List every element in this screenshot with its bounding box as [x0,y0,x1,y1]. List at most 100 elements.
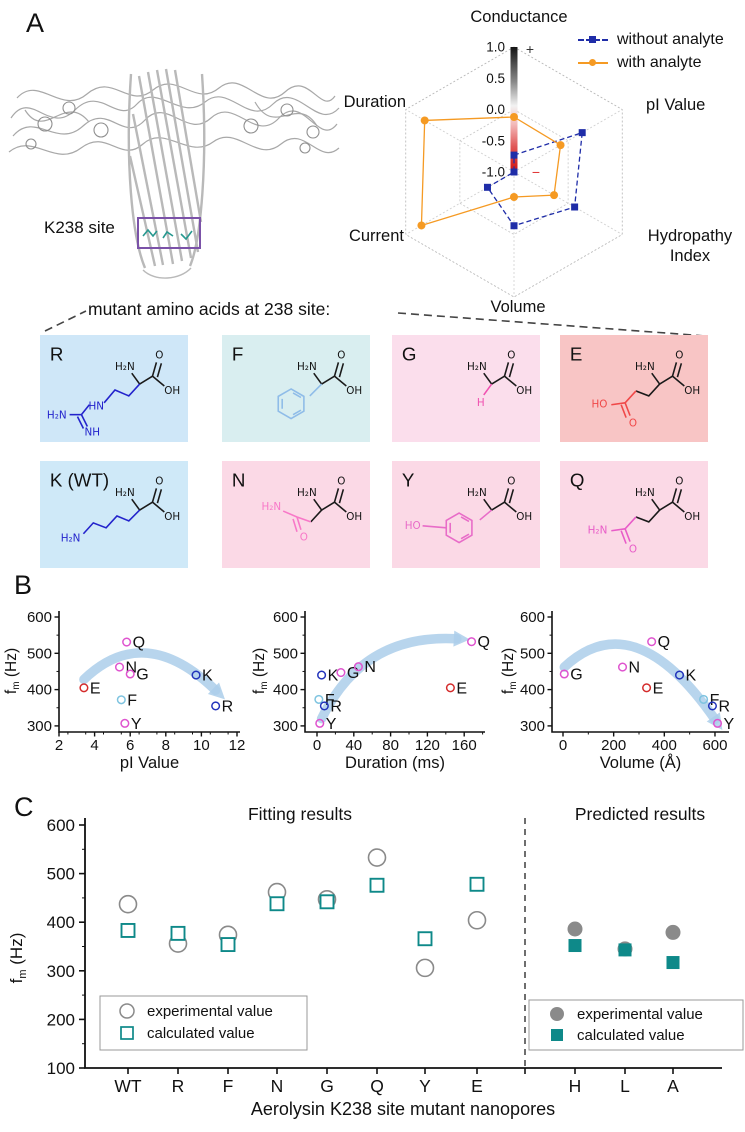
svg-text:600: 600 [47,816,75,835]
point-N [617,662,628,672]
svg-text:Fitting results: Fitting results [248,804,352,824]
svg-text:400: 400 [47,913,75,932]
svg-text:O: O [629,417,637,429]
svg-text:200: 200 [47,1010,75,1029]
trend-arrow [559,639,720,725]
point-F [699,694,709,704]
calc-H [568,939,582,953]
side-chain [611,516,637,544]
card-letter: R [50,343,64,364]
svg-text:200: 200 [601,737,626,754]
panel-b-label: B [14,570,33,600]
point-K [191,670,201,680]
svg-text:-0.5: -0.5 [482,133,505,148]
card-arginine: R H₂N O OH HN H₂N NH [40,335,188,442]
k238-site-box [137,217,201,249]
svg-text:O: O [155,349,163,361]
svg-text:0.0: 0.0 [486,102,505,117]
card-letter: Y [402,469,415,490]
svg-text:300: 300 [27,718,52,735]
svg-text:400: 400 [27,682,52,699]
svg-text:Conductance: Conductance [470,8,567,26]
card-letter: Q [570,469,585,490]
side-chain [277,383,323,420]
point-E [79,683,89,693]
scatter-volume: 300 400 500 600 0 200 400 600 Volume (Å) fm (Hz) G… [500,609,735,772]
svg-text:Aerolysin K238 site mutant nan: Aerolysin K238 site mutant nanopores [251,1099,555,1119]
svg-text:H₂N: H₂N [47,410,67,422]
point-Y [712,718,723,728]
svg-text:fm (Hz): fm (Hz) [3,648,22,694]
point-G [559,669,569,679]
svg-text:F: F [710,692,720,709]
panel-a-label: A [26,8,45,38]
card-asparagine: N H₂N O OH H₂N O [222,461,370,568]
point-N [114,662,125,672]
card-letter: N [232,469,246,490]
exp-A [665,924,681,940]
svg-text:Q: Q [370,1076,384,1096]
svg-text:G: G [347,665,359,682]
svg-text:8: 8 [162,737,170,754]
point-K [674,670,685,680]
calc-L [618,943,632,957]
svg-text:H₂N: H₂N [467,487,487,499]
svg-text:pI Value: pI Value [120,754,179,772]
svg-text:6: 6 [126,737,134,754]
svg-text:fm (Hz): fm (Hz) [251,648,270,694]
exp-E [467,910,487,930]
without-analyte-marker-icon [578,34,608,46]
point-N [353,662,363,672]
svg-text:160: 160 [452,737,477,754]
point-E [642,683,652,693]
exp-Y [415,958,435,978]
svg-text:F: F [223,1076,234,1096]
point-G [125,669,135,679]
card-letter: F [232,343,243,364]
svg-text:H₂N: H₂N [588,525,608,537]
svg-text:600: 600 [520,609,545,626]
panel-c-label: C [14,792,34,822]
svg-text:600: 600 [702,737,727,754]
side-chain [82,509,141,535]
svg-text:Q: Q [658,634,670,651]
svg-text:Q: Q [133,635,145,652]
svg-text:R: R [330,698,342,715]
radar-chart: 1.0 0.5 0.0 -0.5 -1.0 + − Conductance pI Value Hy… [344,8,733,316]
svg-text:Q: Q [478,634,490,651]
legend-label: without analyte [617,31,724,48]
svg-text:Y: Y [326,716,337,733]
svg-text:H₂N: H₂N [297,487,317,499]
svg-text:−: − [532,164,540,180]
point-Y [120,718,130,728]
protein-helices [25,101,320,154]
protein-structure [8,68,340,279]
svg-text:K: K [686,668,697,685]
svg-text:600: 600 [27,609,52,626]
svg-text:O: O [155,475,163,487]
point-F [314,694,324,704]
svg-text:L: L [620,1076,630,1096]
svg-text:Volume: Volume [490,298,545,316]
svg-text:O: O [337,349,345,361]
side-chain [611,390,637,418]
svg-text:G: G [136,666,148,683]
svg-text:WT: WT [114,1076,142,1096]
svg-text:40: 40 [345,737,362,754]
svg-text:calculated value: calculated value [147,1025,255,1042]
trend-arrow-head [453,630,470,647]
svg-text:Duration: Duration [344,93,406,111]
svg-text:F: F [127,692,137,709]
svg-text:Predicted results: Predicted results [575,804,706,824]
svg-text:OH: OH [164,511,180,523]
svg-text:OH: OH [346,385,362,397]
side-chain [483,383,493,396]
svg-text:E: E [456,680,467,697]
svg-text:A: A [667,1076,679,1096]
svg-text:OH: OH [516,511,532,523]
point-K [317,670,327,680]
svg-text:H₂N: H₂N [635,361,655,373]
svg-text:G: G [320,1076,334,1096]
svg-text:HO: HO [591,399,607,411]
